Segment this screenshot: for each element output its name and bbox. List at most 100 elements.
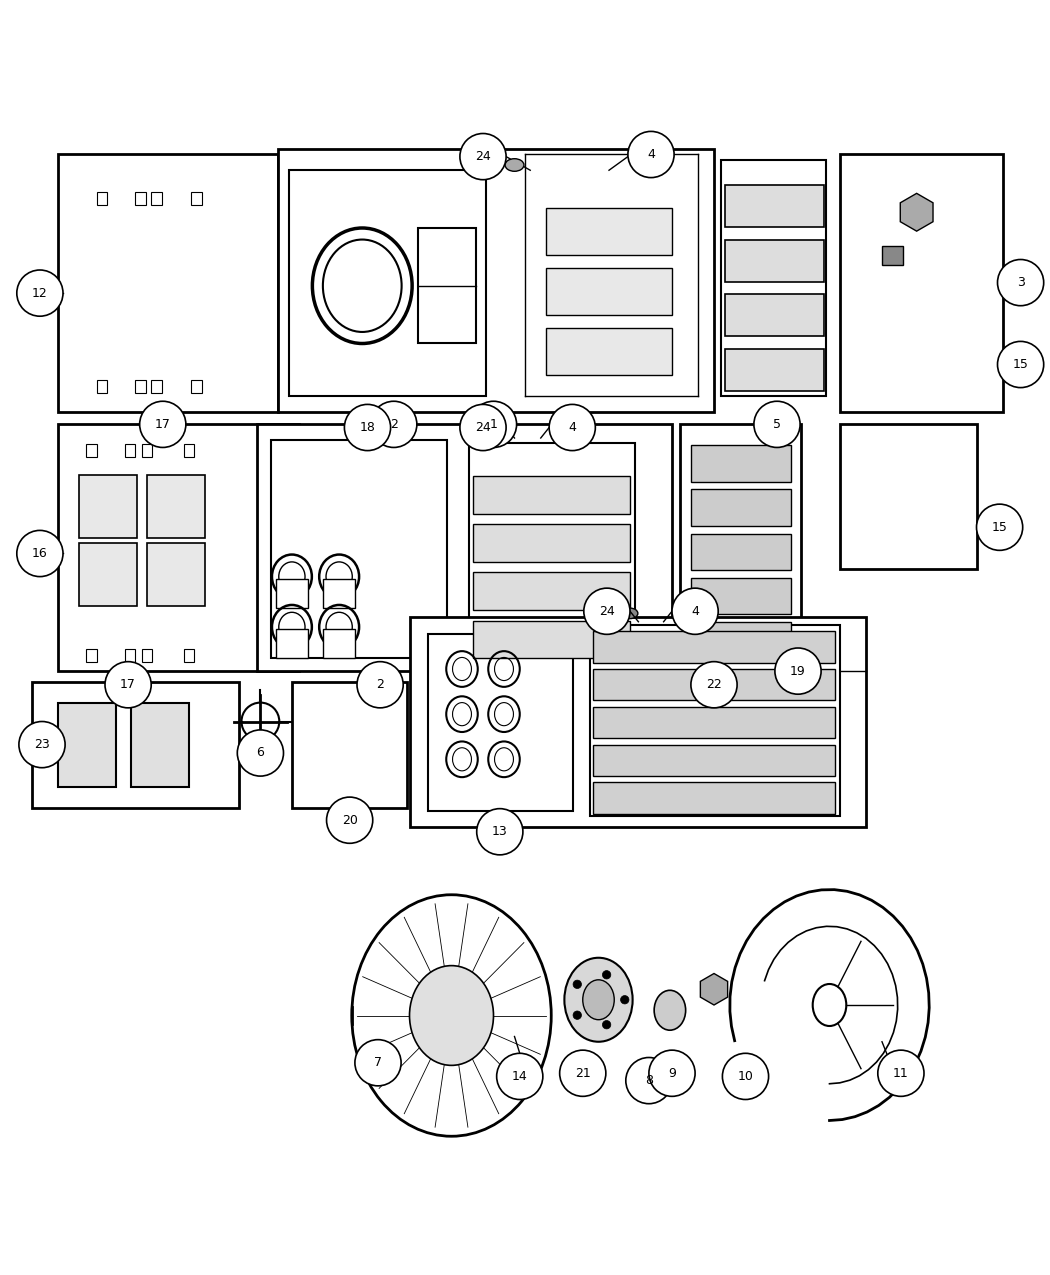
Text: 4: 4 bbox=[647, 148, 655, 161]
Text: 6: 6 bbox=[256, 746, 265, 760]
Bar bbox=[97, 380, 107, 393]
Bar bbox=[428, 635, 573, 811]
Text: 17: 17 bbox=[120, 678, 136, 691]
Text: 2: 2 bbox=[376, 678, 384, 691]
Bar bbox=[724, 185, 824, 227]
Text: 16: 16 bbox=[32, 547, 48, 560]
Text: 20: 20 bbox=[341, 813, 358, 826]
Bar bbox=[86, 649, 97, 662]
Circle shape bbox=[105, 662, 151, 708]
Circle shape bbox=[460, 134, 506, 180]
Bar bbox=[125, 444, 135, 456]
Text: 9: 9 bbox=[668, 1067, 676, 1080]
Bar bbox=[135, 193, 146, 205]
Bar bbox=[472, 476, 630, 514]
Ellipse shape bbox=[622, 608, 638, 618]
Text: 7: 7 bbox=[374, 1056, 382, 1070]
Text: 5: 5 bbox=[773, 418, 781, 431]
Bar bbox=[135, 380, 146, 393]
Bar bbox=[58, 425, 299, 671]
Bar bbox=[724, 295, 824, 337]
Bar bbox=[882, 246, 903, 265]
Bar bbox=[79, 543, 136, 606]
Bar bbox=[472, 621, 630, 658]
Bar bbox=[147, 474, 205, 538]
Text: 23: 23 bbox=[34, 738, 50, 751]
Ellipse shape bbox=[505, 158, 524, 171]
Text: 10: 10 bbox=[737, 1070, 754, 1082]
Bar bbox=[151, 380, 162, 393]
Text: 17: 17 bbox=[154, 418, 171, 431]
Bar bbox=[724, 349, 824, 390]
Circle shape bbox=[357, 662, 403, 708]
Circle shape bbox=[626, 1057, 672, 1104]
Text: 12: 12 bbox=[32, 287, 48, 300]
Circle shape bbox=[355, 1039, 401, 1086]
Circle shape bbox=[470, 402, 517, 448]
Bar bbox=[691, 622, 791, 658]
Circle shape bbox=[628, 131, 674, 177]
Bar bbox=[147, 543, 205, 606]
Bar bbox=[691, 490, 791, 527]
Text: 8: 8 bbox=[645, 1074, 653, 1088]
Bar bbox=[278, 149, 714, 412]
Text: 19: 19 bbox=[790, 664, 806, 677]
Bar bbox=[142, 444, 152, 456]
Circle shape bbox=[621, 996, 629, 1003]
Bar bbox=[97, 193, 107, 205]
Circle shape bbox=[477, 808, 523, 854]
Bar bbox=[469, 444, 635, 662]
Circle shape bbox=[976, 504, 1023, 551]
Circle shape bbox=[691, 662, 737, 708]
Bar bbox=[546, 268, 672, 315]
Circle shape bbox=[998, 260, 1044, 306]
Bar bbox=[271, 440, 447, 658]
Text: 18: 18 bbox=[359, 421, 376, 434]
Bar bbox=[593, 745, 835, 776]
Circle shape bbox=[603, 1020, 611, 1029]
Circle shape bbox=[878, 1051, 924, 1096]
Bar bbox=[680, 425, 801, 671]
Bar bbox=[418, 228, 476, 343]
Circle shape bbox=[549, 404, 595, 450]
Text: 24: 24 bbox=[598, 604, 615, 618]
Circle shape bbox=[603, 970, 611, 979]
Text: 21: 21 bbox=[575, 1067, 590, 1080]
Circle shape bbox=[584, 588, 630, 635]
Bar bbox=[276, 579, 308, 608]
Circle shape bbox=[19, 722, 65, 768]
Circle shape bbox=[371, 402, 417, 448]
Bar bbox=[593, 669, 835, 700]
Circle shape bbox=[17, 270, 63, 316]
Ellipse shape bbox=[583, 979, 614, 1020]
Bar bbox=[472, 572, 630, 611]
Bar bbox=[58, 154, 278, 412]
Circle shape bbox=[722, 1053, 769, 1099]
Circle shape bbox=[573, 980, 582, 988]
Ellipse shape bbox=[410, 965, 493, 1066]
Circle shape bbox=[775, 648, 821, 694]
Polygon shape bbox=[525, 154, 698, 397]
Bar bbox=[840, 154, 1003, 412]
Bar bbox=[86, 444, 97, 456]
Bar bbox=[257, 425, 672, 671]
Circle shape bbox=[140, 402, 186, 448]
Bar bbox=[721, 159, 826, 397]
Text: 2: 2 bbox=[390, 418, 398, 431]
Bar bbox=[323, 579, 355, 608]
Text: 4: 4 bbox=[691, 604, 699, 618]
Text: 11: 11 bbox=[892, 1067, 908, 1080]
Bar bbox=[131, 703, 189, 787]
Text: 3: 3 bbox=[1016, 277, 1025, 289]
Bar bbox=[32, 682, 239, 807]
Circle shape bbox=[573, 1011, 582, 1020]
Bar bbox=[691, 533, 791, 570]
Bar bbox=[724, 240, 824, 282]
Circle shape bbox=[672, 588, 718, 635]
Bar bbox=[79, 474, 136, 538]
Bar bbox=[58, 703, 116, 787]
Bar bbox=[191, 380, 202, 393]
Ellipse shape bbox=[491, 435, 506, 445]
Bar bbox=[184, 649, 194, 662]
Circle shape bbox=[460, 404, 506, 450]
